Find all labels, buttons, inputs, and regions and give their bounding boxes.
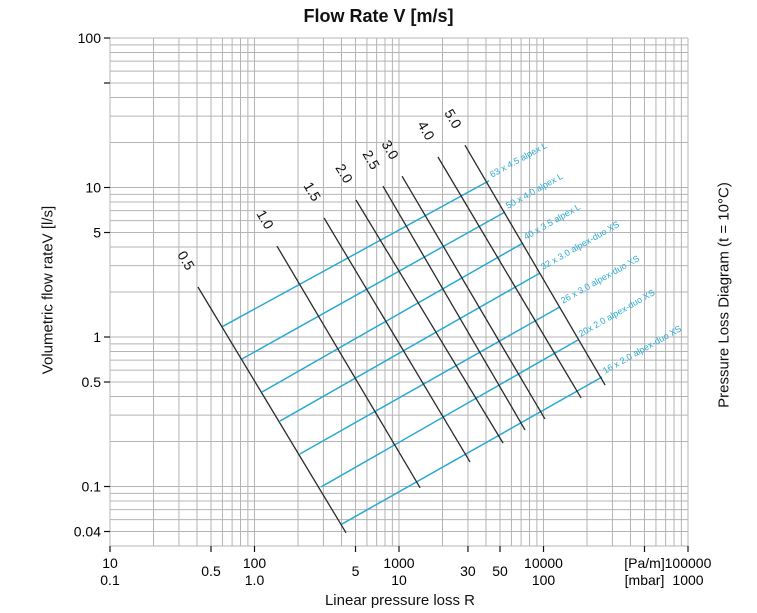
x-tick-label-mbar: 0.1 (100, 572, 120, 588)
velocity-line (437, 156, 582, 399)
velocity-label: 5.0 (441, 106, 465, 131)
velocity-label: 2.5 (360, 147, 384, 172)
chart-title: Flow Rate V [m/s] (303, 6, 454, 26)
pipe-line (261, 242, 524, 393)
x-axis-label: Linear pressure loss R (324, 592, 476, 609)
velocity-line (401, 175, 546, 420)
x-tick-label-mbar: [mbar] (625, 572, 665, 588)
x-tick-label-pa: [Pa/m] (624, 555, 664, 571)
velocity-label: 2.0 (332, 161, 356, 186)
velocity-line (355, 199, 504, 444)
velocity-label: 0.5 (174, 248, 198, 273)
x-tick-label-pa: 1000 (383, 555, 414, 571)
pipe-line (221, 180, 490, 328)
y-tick-label: 10 (85, 180, 101, 196)
pipe-line (320, 339, 579, 488)
velocity-line (276, 245, 421, 489)
x-tick-label-pa: 10000 (524, 555, 563, 571)
velocity-line (323, 217, 471, 463)
y-tick-label: 0.5 (82, 374, 102, 390)
pipe-line (241, 211, 506, 360)
pipe-label: 26 x 3.0 alpex-duo XS (559, 253, 641, 305)
velocity-line (197, 286, 347, 534)
y-tick-label: 1 (93, 329, 101, 345)
pipe-line (341, 376, 603, 525)
x-tick-label-pa: 100 (243, 555, 267, 571)
velocity-line (464, 144, 606, 386)
pipe-label: 50 x 4.0 alpex L (504, 171, 564, 211)
x-tick-label-mbar: 1.0 (245, 572, 265, 588)
pipe-label: 40 x 3.5 alpex L (522, 202, 582, 242)
x-tick-label-pa: 100000 (665, 555, 712, 571)
y-tick-label: 0.1 (82, 479, 102, 495)
x-tick-label-pa: 10 (102, 555, 118, 571)
pipe-label: 63 x 4.5 alpex L (488, 140, 549, 179)
pipe-label: 16 x 2.0 alpex-duo XS (601, 323, 683, 375)
y-tick-label: 0.04 (74, 524, 101, 540)
x-tick-label-mbar: 50 (492, 563, 508, 579)
velocity-label: 1.5 (300, 179, 324, 204)
pipe-line (279, 272, 541, 422)
velocity-line (382, 185, 526, 431)
x-tick-label-mbar: 10 (391, 572, 407, 588)
x-tick-label-mbar: 5 (352, 563, 360, 579)
y-tick-label: 5 (93, 225, 101, 241)
x-tick-label-mbar: 0.5 (201, 563, 221, 579)
x-tick-label-mbar: 30 (460, 563, 476, 579)
x-tick-label-mbar: 100 (532, 572, 556, 588)
pipe-line (299, 306, 561, 455)
x-tick-label-mbar: 1000 (672, 572, 703, 588)
y-tick-label: 100 (78, 30, 102, 46)
velocity-label: 4.0 (414, 118, 438, 143)
